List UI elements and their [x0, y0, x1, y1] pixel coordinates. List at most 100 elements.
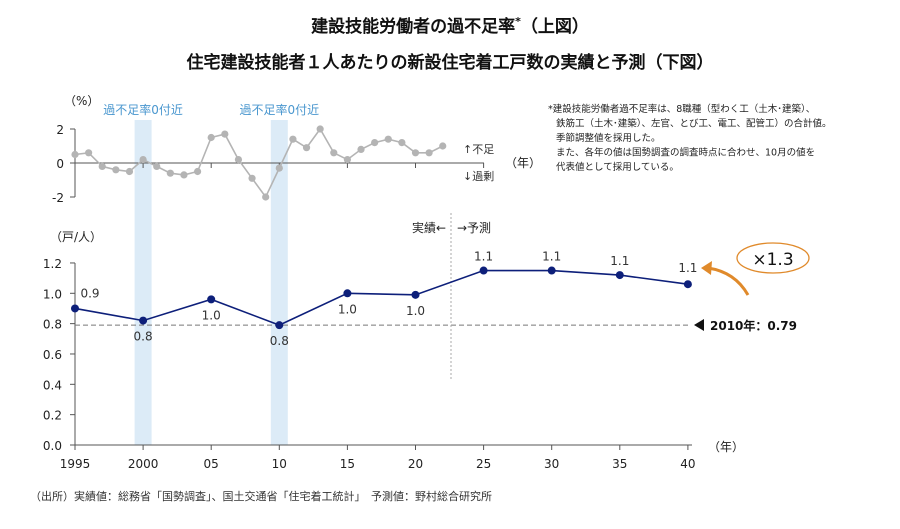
- bottom-x-tick-label: 15: [340, 457, 355, 471]
- source-note: （出所）実績値：総務省「国勢調査」、国土交通省「住宅着工統計」 予測値：野村総合…: [30, 489, 492, 503]
- footnote-line: また、各年の値は国勢調査の調査時点に合わせ、10月の値を: [556, 147, 815, 159]
- shortage-point-1997: [98, 162, 106, 170]
- data-label-1995: 0.9: [80, 286, 99, 300]
- shortage-point-2007: [234, 156, 243, 164]
- shortage-point-2014: [330, 149, 338, 157]
- shortage-point-2002: [166, 169, 174, 177]
- bottom-x-tick-label: 2000: [128, 457, 159, 471]
- units-point-2035: [615, 271, 624, 280]
- band-label: 過不足率0付近: [103, 102, 183, 117]
- multiplier-label: ×1.3: [752, 250, 793, 270]
- shortage-point-1995: [71, 150, 79, 159]
- footnote-line: *建設技能労働者過不足率は、8職種（型わく工（土木･建築）、: [548, 103, 815, 115]
- data-label-2015: 1.0: [338, 302, 357, 316]
- bottom-x-tick-label: 20: [408, 457, 423, 471]
- footnote: *建設技能労働者過不足率は、8職種（型わく工（土木･建築）、鉄筋工（土木･建築）…: [548, 103, 832, 173]
- shortage-point-2004: [193, 167, 202, 176]
- shortage-point-2018: [384, 135, 392, 143]
- shortage-point-2000: [139, 156, 147, 164]
- shortage-point-2017: [371, 139, 379, 147]
- shortage-point-2022: [439, 142, 447, 150]
- bottom-y-tick-label: 0.0: [43, 439, 62, 453]
- data-label-2025: 1.1: [474, 250, 493, 264]
- data-label-2040: 1.1: [678, 261, 697, 275]
- units-point-2005: [207, 295, 216, 304]
- units-point-2000: [139, 316, 148, 325]
- bottom-y-unit: （戸/人）: [50, 230, 102, 244]
- bottom-y-tick-label: 0.6: [43, 348, 62, 362]
- growth-arrowhead-icon: [701, 261, 712, 275]
- bottom-x-tick-label: 05: [204, 457, 219, 471]
- bottom-y-tick-label: 1.2: [43, 257, 62, 271]
- title-asterisk: *: [515, 15, 521, 28]
- zero-shortage-band: [270, 120, 288, 445]
- data-label-2030: 1.1: [542, 250, 561, 264]
- bottom-x-tick-label: 35: [612, 457, 627, 471]
- bottom-x-unit: （年）: [708, 440, 744, 454]
- bottom-x-tick-label: 1995: [60, 457, 91, 471]
- shortage-point-2012: [302, 144, 311, 152]
- band-label: 過不足率0付近: [239, 102, 319, 117]
- bottom-y-tick-label: 1.0: [43, 287, 62, 301]
- data-label-2020: 1.0: [406, 304, 425, 318]
- shortage-point-2013: [316, 125, 324, 133]
- title-line2: 住宅建設技能者１人あたりの新設住宅着工戸数の実績と予測（下図）: [187, 52, 714, 73]
- top-y-unit: （%）: [64, 94, 99, 108]
- shortage-point-2005: [207, 133, 215, 142]
- actual-label: 実績←: [412, 220, 446, 235]
- top-chart: （%） 2 0 -2 ↑不足 ↓過剰 （年）: [52, 94, 541, 205]
- shortage-point-2006: [221, 130, 229, 138]
- shortage-point-2019: [398, 139, 406, 147]
- top-x-unit: （年）: [505, 156, 541, 170]
- units-per-worker-line: [74, 269, 689, 327]
- units-point-2040: [683, 280, 692, 289]
- title-line1: 建設技能労働者の過不足率*（上図）: [311, 15, 589, 37]
- bottom-x-tick-label: 10: [272, 457, 287, 471]
- data-label-2000: 0.8: [134, 330, 153, 344]
- surplus-label: ↓過剰: [463, 170, 494, 183]
- shortage-point-2020: [411, 149, 420, 157]
- title-line1-main: 建設技能労働者の過不足率: [311, 16, 515, 37]
- shortage-label: ↑不足: [463, 143, 494, 156]
- units-point-2015: [343, 289, 352, 298]
- units-point-2010: [275, 321, 284, 330]
- bottom-x-tick-label: 30: [544, 457, 559, 471]
- reference-triangle-icon: [694, 319, 704, 331]
- data-label-2035: 1.1: [610, 254, 629, 268]
- shortage-point-1996: [85, 149, 93, 157]
- footnote-line: 代表値として採用している。: [556, 161, 679, 173]
- top-y-tick-label: -2: [52, 191, 64, 205]
- units-point-2020: [411, 290, 420, 299]
- bottom-y-tick-label: 0.4: [43, 378, 62, 392]
- data-label-2005: 1.0: [202, 308, 221, 322]
- data-label-2010: 0.8: [270, 334, 289, 348]
- shortage-point-2016: [357, 145, 365, 153]
- multiplier-ellipse: [736, 242, 810, 274]
- footnote-line: 鉄筋工（土木･建築）、左官、とび工、電工、配管工）の合計値。: [556, 118, 832, 130]
- top-y-tick-label: 0: [56, 157, 64, 171]
- zero-shortage-band: [134, 120, 152, 445]
- top-y-tick-label: 2: [56, 123, 64, 137]
- shortage-rate-line: [74, 127, 444, 199]
- shortage-point-2021: [425, 149, 433, 157]
- growth-arrow-icon: [707, 266, 750, 296]
- bottom-x-tick-label: 25: [476, 457, 491, 471]
- units-point-2025: [479, 266, 488, 275]
- shortage-point-2015: [343, 156, 351, 164]
- bottom-y-tick-label: 0.2: [43, 409, 62, 423]
- shortage-point-1998: [112, 166, 120, 174]
- bottom-y-tick-label: 0.8: [43, 318, 62, 332]
- shortage-point-2009: [262, 193, 270, 201]
- reference-label: 2010年：0.79: [710, 318, 797, 333]
- shortage-point-2003: [180, 171, 188, 179]
- shortage-point-2008: [248, 174, 256, 182]
- bottom-x-tick-label: 40: [680, 457, 695, 471]
- bands: 過不足率0付近 過不足率0付近: [103, 102, 319, 445]
- forecast-label: →予測: [457, 221, 491, 235]
- shortage-point-1999: [125, 167, 134, 176]
- units-point-2030: [547, 266, 556, 275]
- bottom-chart: （戸/人） 0.0 0.2 0.4 0.6 0.8 1.0 1.2 1995 2000 05 10 15…: [43, 213, 810, 471]
- shortage-point-2010: [275, 164, 283, 172]
- shortage-point-2001: [153, 162, 161, 170]
